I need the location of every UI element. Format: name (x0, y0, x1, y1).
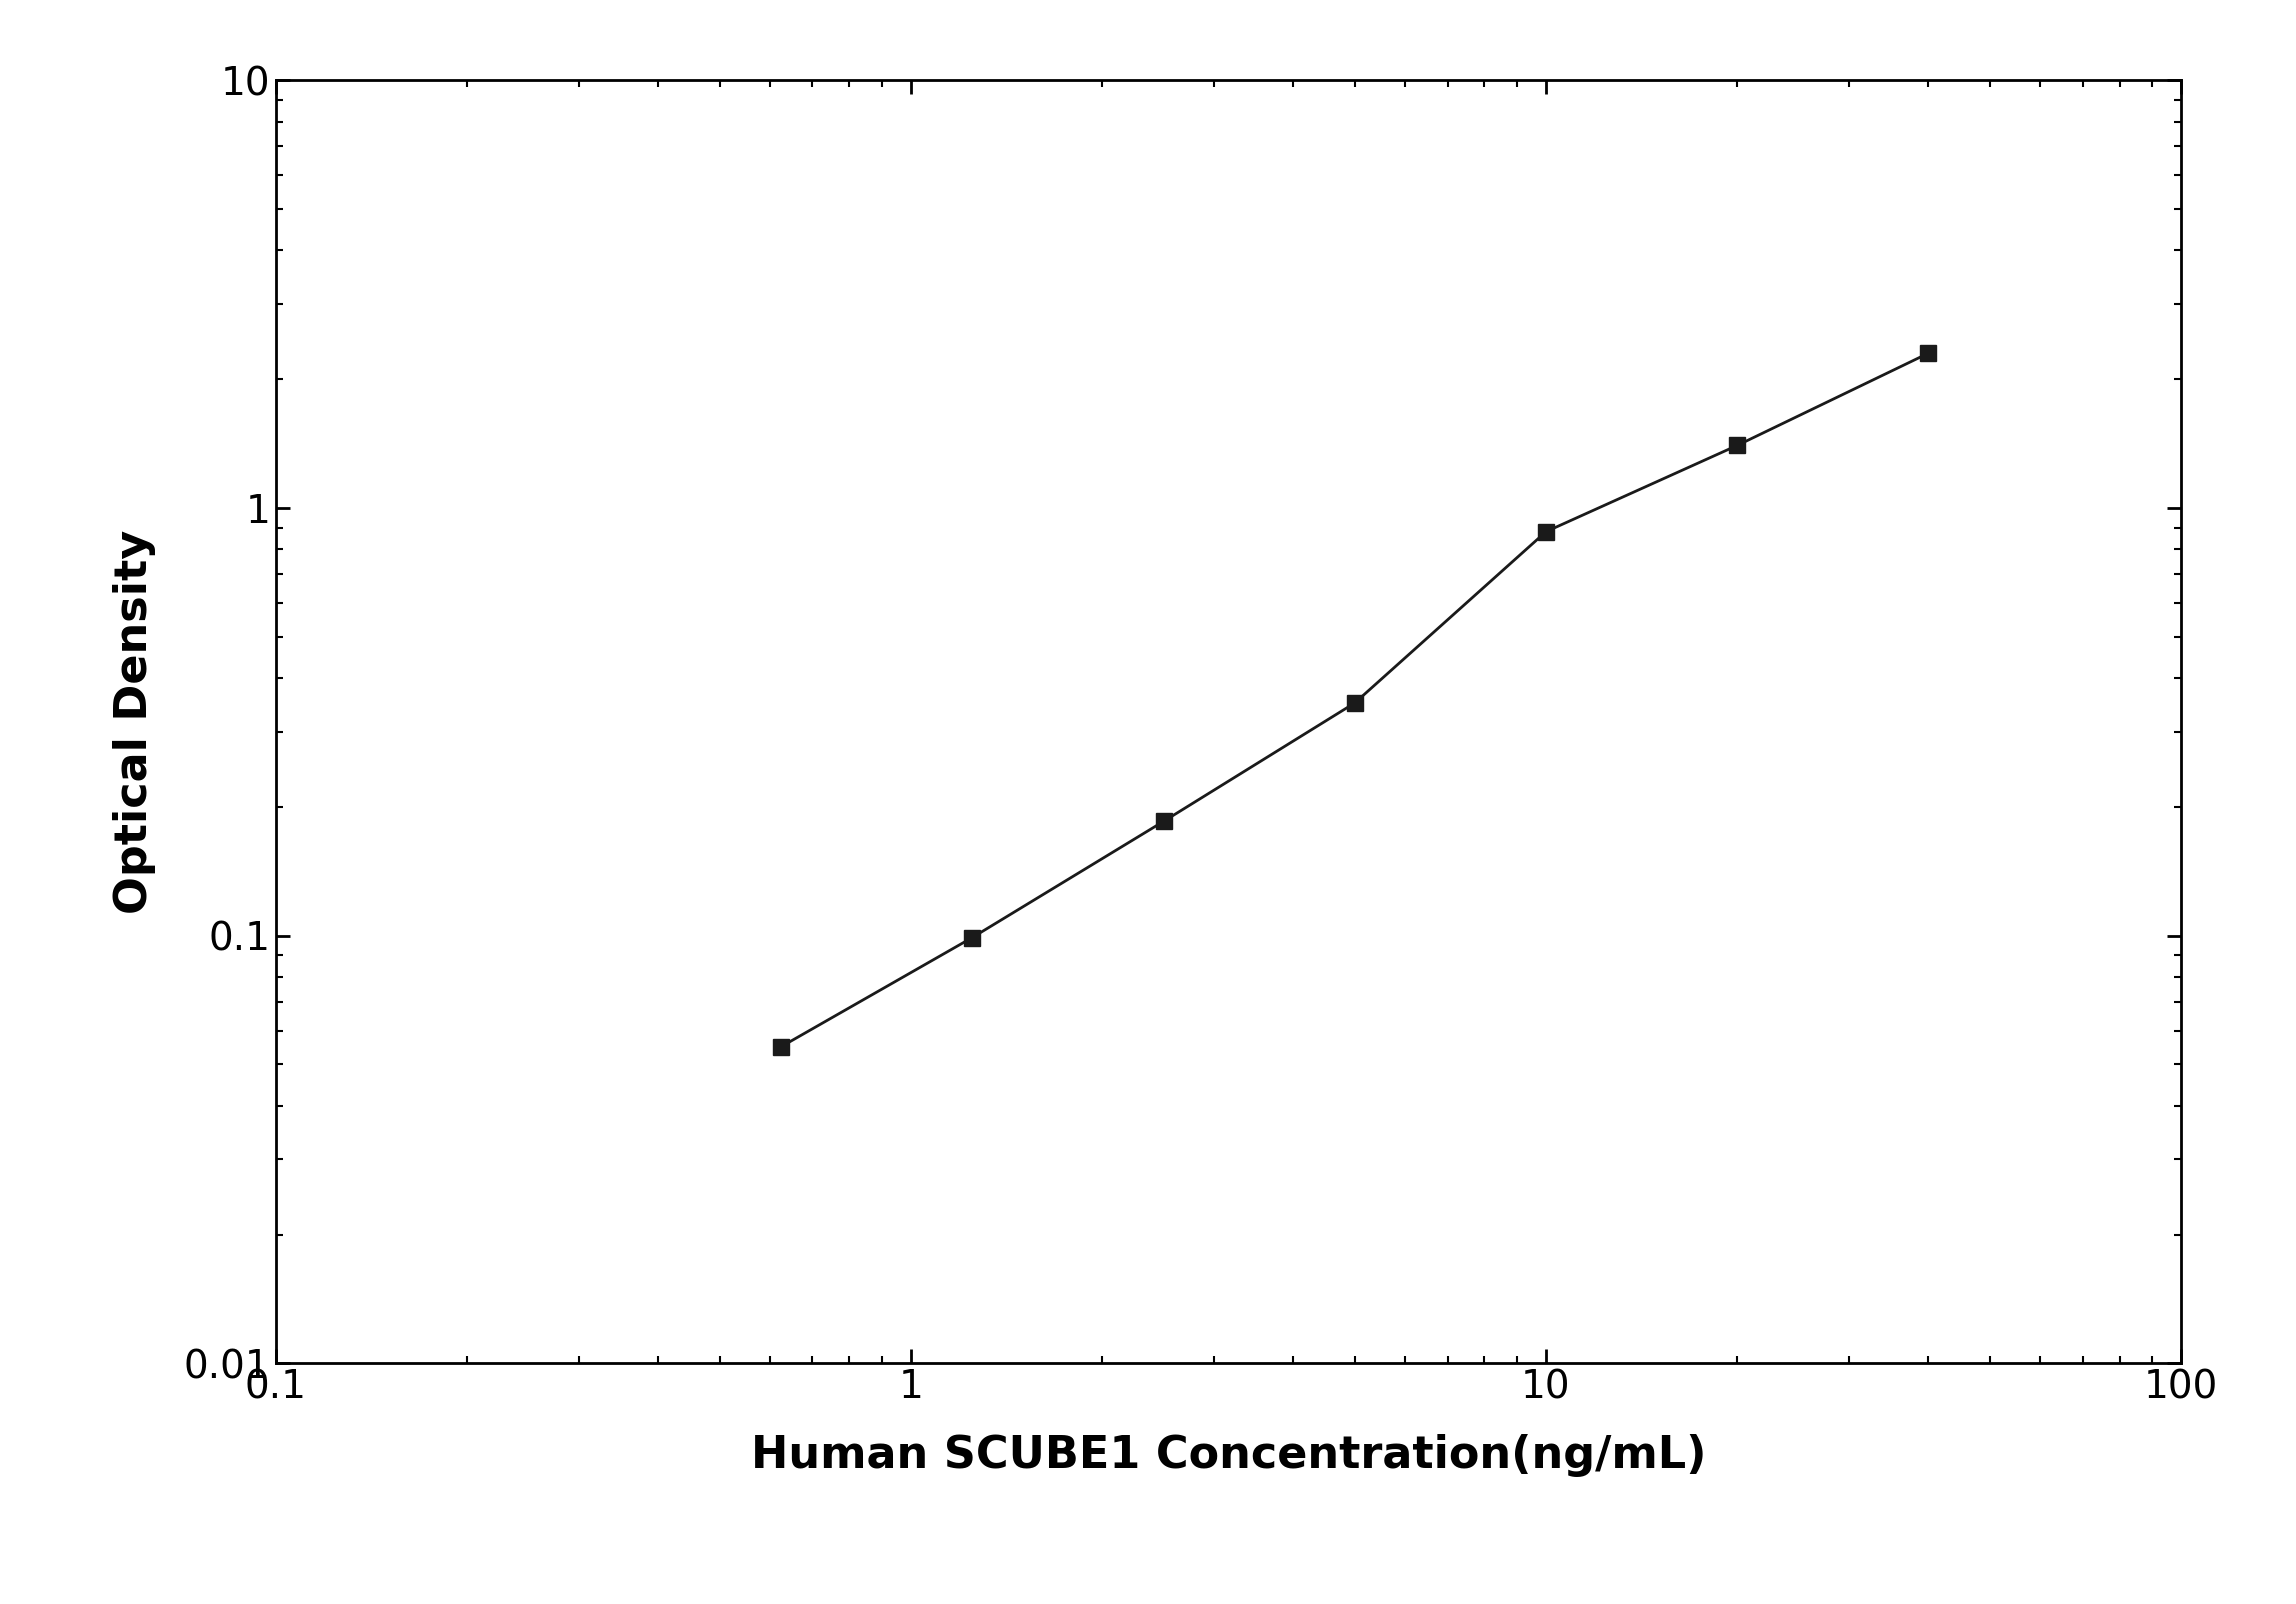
X-axis label: Human SCUBE1 Concentration(ng/mL): Human SCUBE1 Concentration(ng/mL) (751, 1434, 1706, 1477)
Y-axis label: Optical Density: Optical Density (113, 529, 156, 914)
